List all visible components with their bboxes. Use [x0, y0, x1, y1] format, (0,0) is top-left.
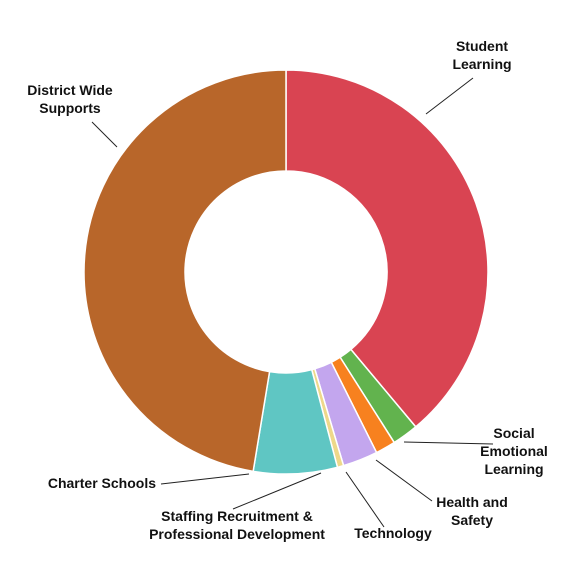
label-line: Student [456, 38, 508, 54]
label-line: Technology [354, 525, 432, 541]
slice-district-wide-supports [83, 69, 287, 473]
label-leader-lines [91, 77, 494, 528]
label-line: Supports [39, 100, 101, 116]
label-line: Charter Schools [48, 475, 156, 491]
slice-labels: Student Learning Social Emotional Learning He… [27, 38, 548, 542]
label-line: Professional Development [149, 526, 325, 542]
label-line: Safety [451, 512, 493, 528]
leader-line-technology [345, 471, 385, 528]
label-line: Emotional [480, 443, 548, 459]
label-staffing-recruitment-and-professional-development: Staffing Recruitment & Professional Devel… [149, 508, 325, 542]
label-student-learning: Student Learning [452, 38, 511, 72]
label-line: Health and [436, 494, 508, 510]
donut-slices [83, 69, 489, 475]
label-district-wide-supports: District Wide Supports [27, 82, 113, 116]
label-social-emotional-learning: Social Emotional Learning [480, 425, 548, 477]
leader-line-health-and-safety [375, 459, 433, 502]
leader-line-charter-schools [160, 473, 250, 485]
leader-line-staffing-recruitment-and-professional-development [232, 472, 322, 510]
leader-line-social-emotional-learning [403, 441, 494, 445]
label-line: Social [493, 425, 534, 441]
label-charter-schools: Charter Schools [48, 475, 156, 491]
label-technology: Technology [354, 525, 432, 541]
slice-student-learning [285, 69, 489, 428]
label-health-and-safety: Health and Safety [436, 494, 508, 528]
label-line: Learning [452, 56, 511, 72]
label-line: Staffing Recruitment & [161, 508, 313, 524]
leader-line-student-learning [425, 77, 474, 115]
label-line: District Wide [27, 82, 113, 98]
leader-line-district-wide-supports [91, 121, 118, 148]
label-line: Learning [484, 461, 543, 477]
